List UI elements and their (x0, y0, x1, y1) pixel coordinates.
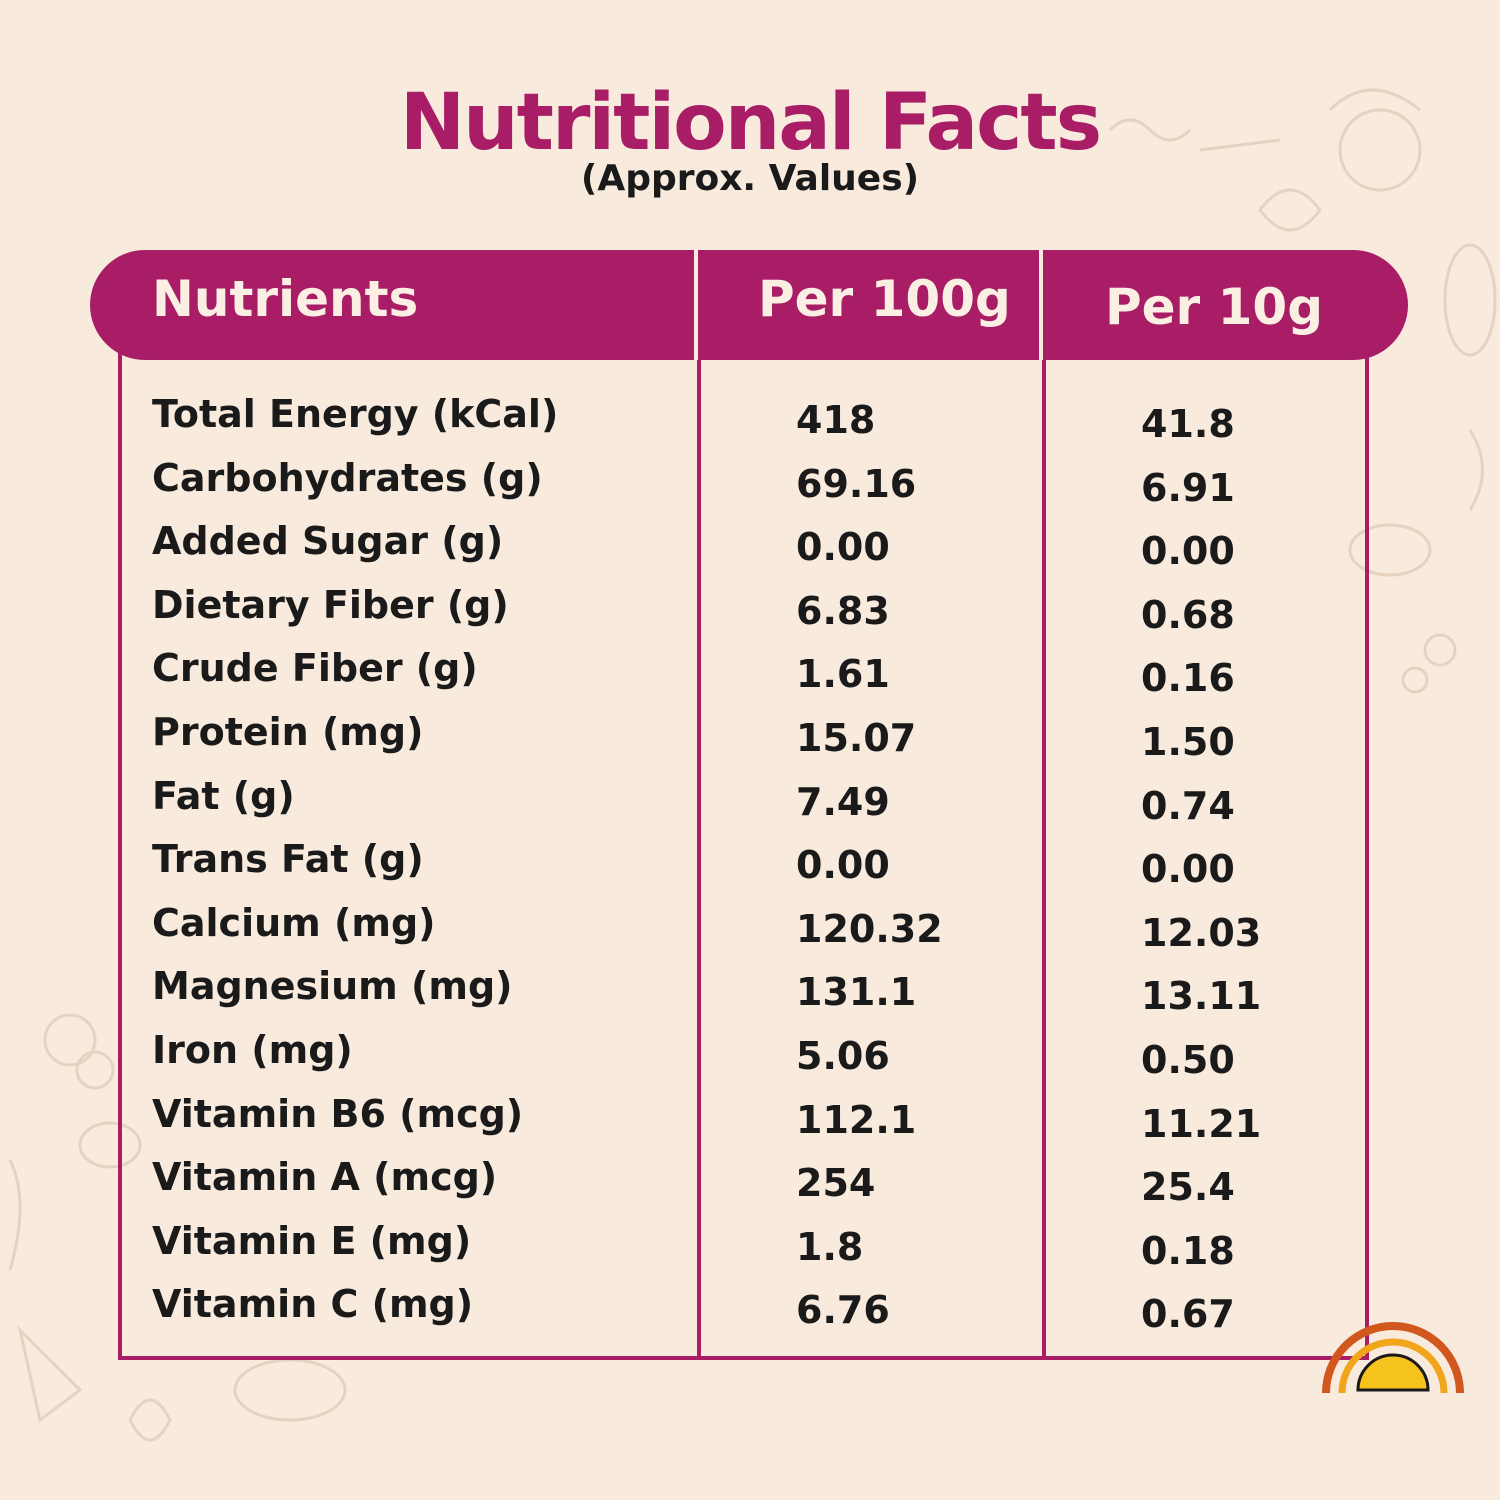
value-per-10g: 13.11 (1141, 974, 1262, 1019)
header-per-10g: Per 10g (1105, 278, 1323, 336)
value-per-100g: 69.16 (796, 461, 917, 506)
nutrient-name: Fat (g) (152, 773, 295, 818)
rainbow-sun-logo-icon (1322, 1322, 1464, 1394)
value-per-10g: 25.4 (1141, 1165, 1235, 1210)
nutrient-name: Calcium (mg) (152, 900, 436, 945)
nutrient-name: Protein (mg) (152, 710, 424, 754)
value-per-10g: 1.50 (1141, 720, 1235, 764)
table-row: Total Energy (kCal) 418 41.8 (0, 392, 1500, 456)
value-per-10g: 0.00 (1141, 847, 1235, 892)
value-per-100g: 5.06 (796, 1034, 890, 1078)
page-subtitle: (Approx. Values) (580, 158, 920, 199)
value-per-100g: 1.8 (796, 1224, 864, 1269)
header-nutrients: Nutrients (152, 270, 419, 328)
table-row: Calcium (mg) 120.32 12.03 (0, 901, 1500, 965)
value-per-100g: 0.00 (796, 843, 890, 888)
nutrient-name: Magnesium (mg) (152, 964, 513, 1009)
table-row: Vitamin C (mg) 6.76 0.67 (0, 1282, 1500, 1346)
nutrient-name: Dietary Fiber (g) (152, 582, 509, 627)
table-row: Iron (mg) 5.06 0.50 (0, 1028, 1500, 1092)
column-divider-1 (697, 360, 701, 1360)
table-row: Dietary Fiber (g) 6.83 0.68 (0, 583, 1500, 647)
nutrient-name: Trans Fat (g) (152, 837, 424, 882)
value-per-10g: 0.74 (1141, 783, 1235, 828)
value-per-10g: 11.21 (1141, 1101, 1262, 1146)
table-row: Vitamin B6 (mcg) 112.1 11.21 (0, 1092, 1500, 1156)
value-per-10g: 0.16 (1141, 656, 1235, 701)
value-per-10g: 41.8 (1141, 402, 1235, 446)
value-per-10g: 0.18 (1141, 1228, 1235, 1273)
table-header-bar (90, 250, 1408, 360)
header-divider-2 (1039, 250, 1043, 360)
nutrient-name: Added Sugar (g) (152, 519, 504, 564)
nutrient-name: Vitamin A (mcg) (152, 1155, 498, 1200)
nutrient-name: Carbohydrates (g) (152, 455, 543, 500)
value-per-10g: 12.03 (1141, 910, 1262, 955)
table-row: Protein (mg) 15.07 1.50 (0, 710, 1500, 774)
value-per-100g: 6.83 (796, 588, 890, 633)
table-row: Magnesium (mg) 131.1 13.11 (0, 964, 1500, 1028)
value-per-100g: 6.76 (796, 1288, 890, 1333)
value-per-10g: 0.50 (1141, 1038, 1235, 1082)
table-body-frame (118, 340, 1369, 1360)
value-per-10g: 0.68 (1141, 592, 1235, 637)
table-row: Fat (g) 7.49 0.74 (0, 774, 1500, 838)
table-row: Crude Fiber (g) 1.61 0.16 (0, 646, 1500, 710)
value-per-100g: 254 (796, 1161, 876, 1206)
nutrient-name: Total Energy (kCal) (152, 392, 559, 436)
header-per-100g: Per 100g (758, 270, 1011, 328)
nutrient-name: Vitamin B6 (mcg) (152, 1091, 524, 1136)
column-divider-2 (1042, 360, 1046, 1360)
table-row: Trans Fat (g) 0.00 0.00 (0, 837, 1500, 901)
nutrient-name: Vitamin E (mg) (152, 1218, 472, 1263)
table-row: Added Sugar (g) 0.00 0.00 (0, 519, 1500, 583)
value-per-10g: 0.67 (1141, 1292, 1235, 1337)
nutrient-name: Iron (mg) (152, 1028, 353, 1072)
value-per-100g: 15.07 (796, 716, 917, 760)
value-per-10g: 6.91 (1141, 465, 1235, 510)
value-per-100g: 7.49 (796, 779, 890, 824)
value-per-100g: 1.61 (796, 652, 890, 697)
value-per-100g: 131.1 (796, 970, 917, 1015)
nutrient-name: Crude Fiber (g) (152, 646, 478, 691)
value-per-100g: 120.32 (796, 906, 943, 951)
nutrient-name: Vitamin C (mg) (152, 1282, 474, 1327)
value-per-10g: 0.00 (1141, 529, 1235, 574)
header-divider-1 (694, 250, 698, 360)
table-row: Vitamin E (mg) 1.8 0.18 (0, 1219, 1500, 1283)
table-row: Vitamin A (mcg) 254 25.4 (0, 1155, 1500, 1219)
value-per-100g: 0.00 (796, 525, 890, 570)
page-title: Nutritional Facts (399, 78, 1102, 168)
value-per-100g: 112.1 (796, 1097, 917, 1142)
table-row: Carbohydrates (g) 69.16 6.91 (0, 456, 1500, 520)
value-per-100g: 418 (796, 398, 876, 442)
